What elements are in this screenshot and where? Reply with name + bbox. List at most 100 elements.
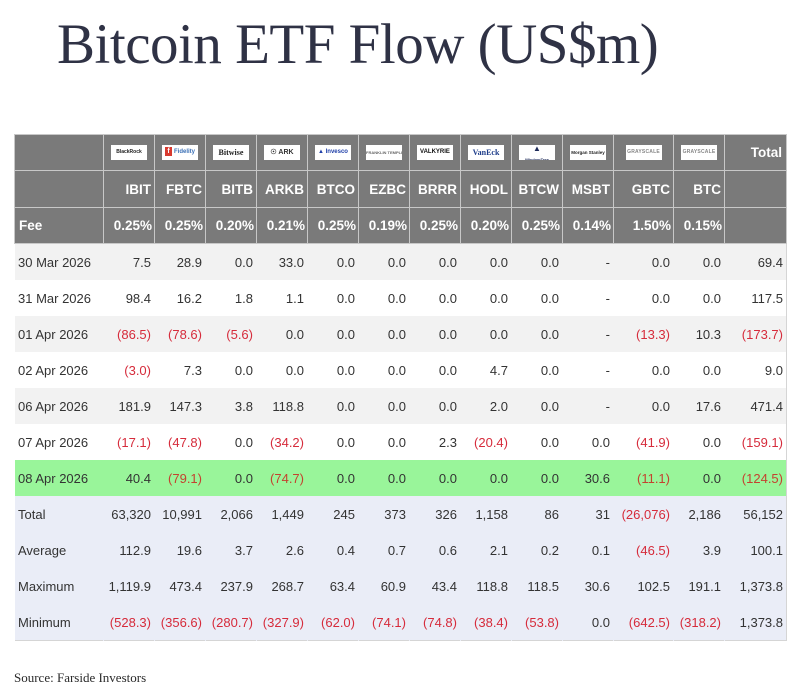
flow-cell-ibit: 63,320 [103,496,155,532]
flow-cell-btcw: 86 [511,496,563,532]
issuer-logo-cell: FRANKLIN TEMPLETON [358,134,410,171]
flow-cell-brrr: 326 [409,496,461,532]
row-label: 01 Apr 2026 [14,316,104,352]
issuer-logo-cell: ▲ WisdomTree [511,134,563,171]
flow-cell-brrr: 0.0 [409,460,461,496]
flow-cell-bitb: 1.8 [205,280,257,316]
flow-cell-gbtc: (13.3) [613,316,674,352]
flow-cell-btc: 10.3 [673,316,725,352]
flow-cell-ezbc: 0.0 [358,316,410,352]
row-total-cell: 100.1 [724,532,787,568]
ticker-header: BTC [673,170,725,208]
flow-cell-btc: 0.0 [673,243,725,280]
fee-value: 0.25% [154,207,206,244]
flow-cell-ezbc: 0.0 [358,388,410,424]
flow-cell-hodl: 2.0 [460,388,512,424]
flow-cell-btco: 245 [307,496,359,532]
flow-cell-msbt: 31 [562,496,614,532]
flow-cell-bitb: 0.0 [205,424,257,460]
flow-cell-gbtc: 0.0 [613,388,674,424]
flow-cell-arkb: (327.9) [256,604,308,641]
flow-cell-fbtc: 16.2 [154,280,206,316]
flow-cell-brrr: 0.0 [409,280,461,316]
highlighted-date-row: 08 Apr 2026 40.4 (79.1) 0.0 (74.7) 0.0 0.0 0.0 0… [14,460,787,496]
flow-cell-ezbc: 60.9 [358,568,410,604]
row-label: Maximum [14,568,104,604]
flow-cell-brrr: 0.6 [409,532,461,568]
invesco-logo-icon: ▲ Invesco [315,145,351,161]
flow-cell-hodl: 2.1 [460,532,512,568]
flow-cell-btc: (318.2) [673,604,725,641]
grayscale-logo-icon: GRAYSCALE [625,145,662,161]
summary-row-average: Average 112.9 19.6 3.7 2.6 0.4 0.7 0.6 2.1 0.2 0.1… [14,532,787,568]
flow-cell-btcw: 0.0 [511,460,563,496]
fee-value: 1.50% [613,207,674,244]
row-total-cell: (159.1) [724,424,787,460]
flow-cell-ezbc: 0.0 [358,280,410,316]
row-label: 06 Apr 2026 [14,388,104,424]
flow-cell-fbtc: (47.8) [154,424,206,460]
flow-cell-ibit: (3.0) [103,352,155,388]
flow-cell-msbt: 30.6 [562,568,614,604]
ticker-header: BTCW [511,170,563,208]
flow-cell-bitb: (5.6) [205,316,257,352]
date-row: 30 Mar 2026 7.5 28.9 0.0 33.0 0.0 0.0 0.0 0.0 0.0… [14,243,787,280]
flow-cell-btc: 2,186 [673,496,725,532]
flow-cell-btcw: 0.0 [511,424,563,460]
row-total-cell: 9.0 [724,352,787,388]
flow-cell-msbt: 0.0 [562,424,614,460]
flow-cell-hodl: 0.0 [460,460,512,496]
flow-cell-btc: 3.9 [673,532,725,568]
flow-cell-arkb: 118.8 [256,388,308,424]
vaneck-logo-icon: VanEck [468,145,504,161]
fee-label: Fee [14,207,104,244]
summary-row-total: Total 63,320 10,991 2,066 1,449 245 373 326 1,15… [14,496,787,532]
row-label: Average [14,532,104,568]
row-total-cell: 69.4 [724,243,787,280]
fee-value: 0.14% [562,207,614,244]
flow-cell-ezbc: 0.0 [358,352,410,388]
flow-cell-gbtc: 0.0 [613,243,674,280]
issuer-logo-cell: ▲ Invesco [307,134,359,171]
issuer-logo-row: BlackRock f Fidelity Bitwise ☉ ARK ▲ Inve… [14,134,787,171]
morgan-stanley-logo-icon: Morgan Stanley [570,145,606,161]
ticker-row: IBIT FBTC BITB ARKB BTCO EZBC BRRR HODL … [14,170,787,208]
flow-cell-msbt: - [562,316,614,352]
flow-cell-brrr: 2.3 [409,424,461,460]
flow-cell-ezbc: 373 [358,496,410,532]
flow-cell-fbtc: 19.6 [154,532,206,568]
issuer-logo-cell: Morgan Stanley [562,134,614,171]
flow-cell-brrr: 0.0 [409,352,461,388]
flow-cell-ibit: 181.9 [103,388,155,424]
flow-cell-ibit: 40.4 [103,460,155,496]
flow-cell-msbt: - [562,352,614,388]
row-label: Minimum [14,604,104,641]
flow-cell-btc: 191.1 [673,568,725,604]
total-header: Total [724,134,787,171]
row-label: 30 Mar 2026 [14,243,104,280]
issuer-logo-cell: BlackRock [103,134,155,171]
flow-cell-arkb: 33.0 [256,243,308,280]
flow-cell-btco: 0.4 [307,532,359,568]
row-total-cell: (124.5) [724,460,787,496]
fidelity-logo-icon: f Fidelity [162,145,198,161]
flow-cell-fbtc: 28.9 [154,243,206,280]
flow-cell-btcw: 118.5 [511,568,563,604]
flow-cell-ibit: 7.5 [103,243,155,280]
summary-row-minimum: Minimum (528.3) (356.6) (280.7) (327.9) (62.0… [14,604,787,641]
flow-cell-btcw: 0.0 [511,352,563,388]
flow-cell-btc: 0.0 [673,424,725,460]
flow-cell-ibit: (17.1) [103,424,155,460]
flow-cell-bitb: (280.7) [205,604,257,641]
flow-cell-msbt: - [562,388,614,424]
flow-cell-fbtc: 147.3 [154,388,206,424]
blackrock-logo-icon: BlackRock [111,145,147,161]
corner-cell [14,170,104,208]
flow-cell-ezbc: (74.1) [358,604,410,641]
flow-cell-bitb: 2,066 [205,496,257,532]
row-label: Total [14,496,104,532]
flow-cell-gbtc: 0.0 [613,352,674,388]
fee-value: 0.25% [409,207,461,244]
date-row: 07 Apr 2026 (17.1) (47.8) 0.0 (34.2) 0.0 0.0 2.… [14,424,787,460]
flow-cell-fbtc: 7.3 [154,352,206,388]
